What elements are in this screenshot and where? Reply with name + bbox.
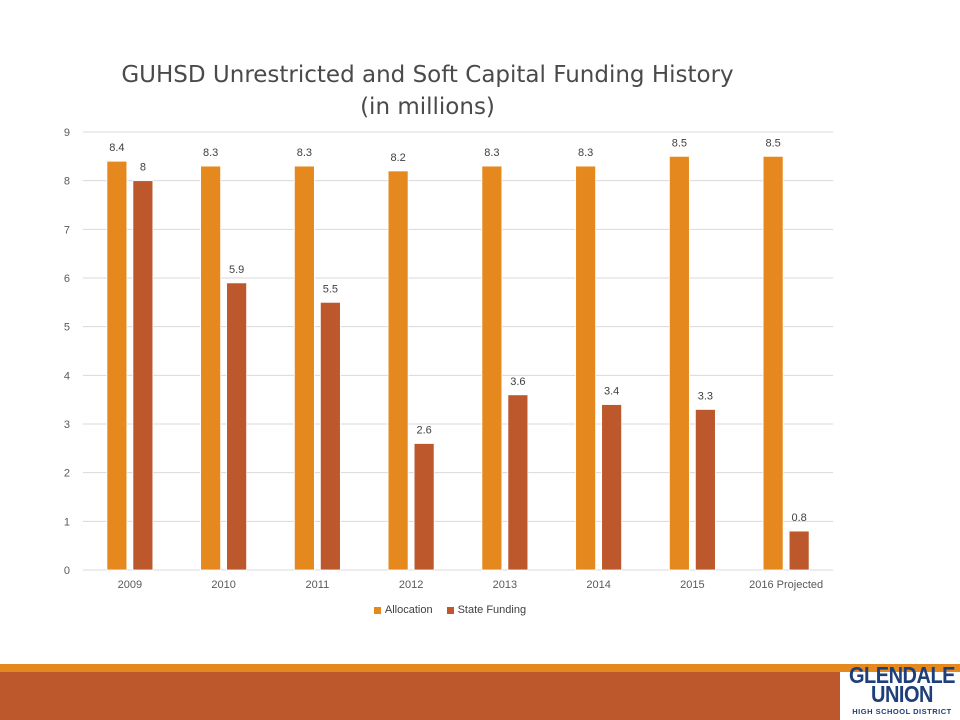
legend-item-state-funding: State Funding [446,604,527,616]
chart-subtitle: (in millions) [360,94,495,120]
bar-allocation [481,165,503,571]
y-tick-label: 4 [64,370,70,382]
bar-state-funding [507,394,529,571]
bar-state-funding [413,443,435,571]
footer-accent-band [0,664,960,672]
data-label-allocation: 8.5 [765,137,780,149]
legend-label-state-funding: State Funding [457,604,527,616]
legend-swatch-state-funding [446,606,454,614]
legend-swatch-allocation [373,606,381,614]
x-tick-label: 2015 [680,579,704,591]
x-tick-label: 2016 Projected [749,579,823,591]
x-tick-label: 2010 [211,579,235,591]
x-tick-label: 2014 [586,579,610,591]
bar-allocation [293,165,315,571]
chart-legend: Allocation State Funding [0,604,900,616]
bar-state-funding [788,530,810,571]
data-label-state-funding: 3.6 [510,376,525,388]
bar-allocation [200,165,222,571]
data-label-allocation: 8.4 [109,142,124,154]
data-label-allocation: 8.2 [390,152,405,164]
data-label-allocation: 8.5 [672,137,687,149]
x-tick-label: 2012 [399,579,423,591]
y-tick-label: 7 [64,224,70,236]
data-label-state-funding: 2.6 [416,424,431,436]
y-tick-label: 5 [64,322,70,334]
data-label-state-funding: 3.4 [604,386,619,398]
district-logo: GLENDALE UNION HIGH SCHOOL DISTRICT [849,663,956,720]
bar-allocation [387,170,409,571]
logo-line-3: HIGH SCHOOL DISTRICT [852,707,952,716]
y-tick-label: 1 [64,516,70,528]
bar-state-funding [319,301,341,571]
data-label-state-funding: 8 [140,162,146,174]
chart-title: GUHSD Unrestricted and Soft Capital Fund… [121,62,734,88]
y-tick-label: 3 [64,419,70,431]
data-label-state-funding: 0.8 [791,512,806,524]
y-tick-label: 0 [64,565,70,577]
legend-label-allocation: Allocation [384,604,433,616]
data-label-allocation: 8.3 [297,147,312,159]
footer-band [0,672,840,720]
logo-line-2: UNION [871,682,933,708]
bar-allocation [106,160,128,571]
y-tick-label: 9 [64,127,70,139]
data-label-state-funding: 3.3 [698,390,713,402]
bar-state-funding [601,404,623,571]
x-tick-label: 2009 [118,579,142,591]
x-tick-label: 2011 [306,579,330,591]
x-tick-label: 2013 [493,579,517,591]
data-label-allocation: 8.3 [484,147,499,159]
data-label-state-funding: 5.9 [229,264,244,276]
bar-state-funding [694,408,716,571]
bar-state-funding [132,180,154,571]
legend-item-allocation: Allocation [373,604,433,616]
bar-allocation [575,165,597,571]
bar-state-funding [226,282,248,571]
logo-line-1: GLENDALE [849,663,956,689]
y-tick-label: 2 [64,468,70,480]
bar-allocation [762,155,784,571]
y-tick-label: 8 [64,176,70,188]
data-label-allocation: 8.3 [578,147,593,159]
data-label-allocation: 8.3 [203,147,218,159]
bar-allocation [668,155,690,571]
data-label-state-funding: 5.5 [323,283,338,295]
y-tick-label: 6 [64,273,70,285]
